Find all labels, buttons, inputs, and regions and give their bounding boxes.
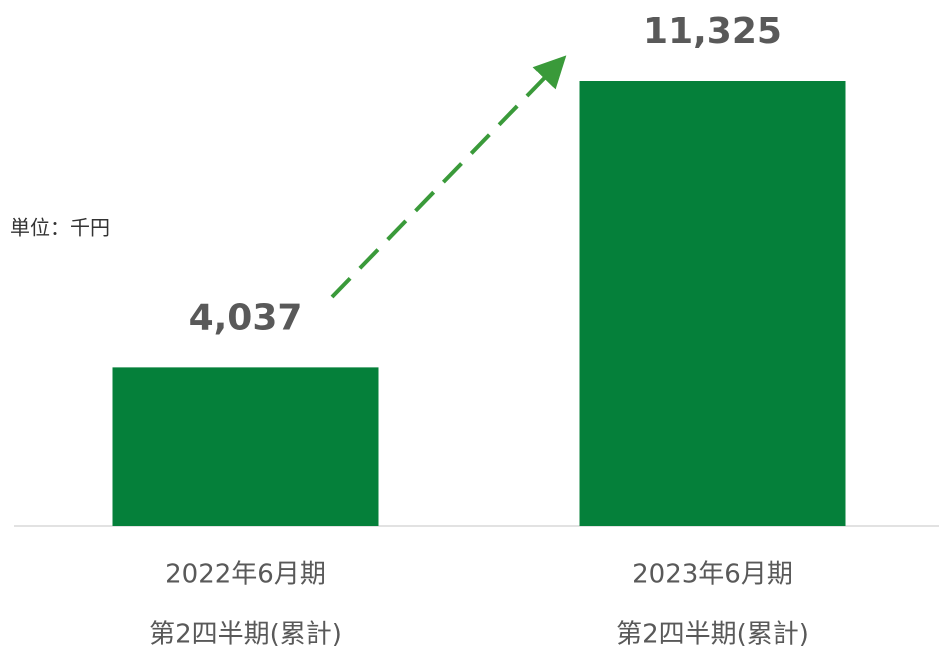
value-label: 11,325 bbox=[643, 11, 782, 52]
growth-arrow bbox=[330, 55, 567, 299]
bar bbox=[112, 367, 379, 526]
value-label: 4,037 bbox=[189, 297, 303, 338]
unit-note: 単位：千円 bbox=[10, 216, 110, 240]
x-tick-label: 第2四半期(累計) bbox=[149, 620, 342, 650]
bar bbox=[579, 81, 846, 526]
x-tick-label: 第2四半期(累計) bbox=[616, 620, 809, 650]
x-tick-label: 2023年6月期 bbox=[632, 560, 793, 590]
x-tick-label: 2022年6月期 bbox=[165, 560, 326, 590]
